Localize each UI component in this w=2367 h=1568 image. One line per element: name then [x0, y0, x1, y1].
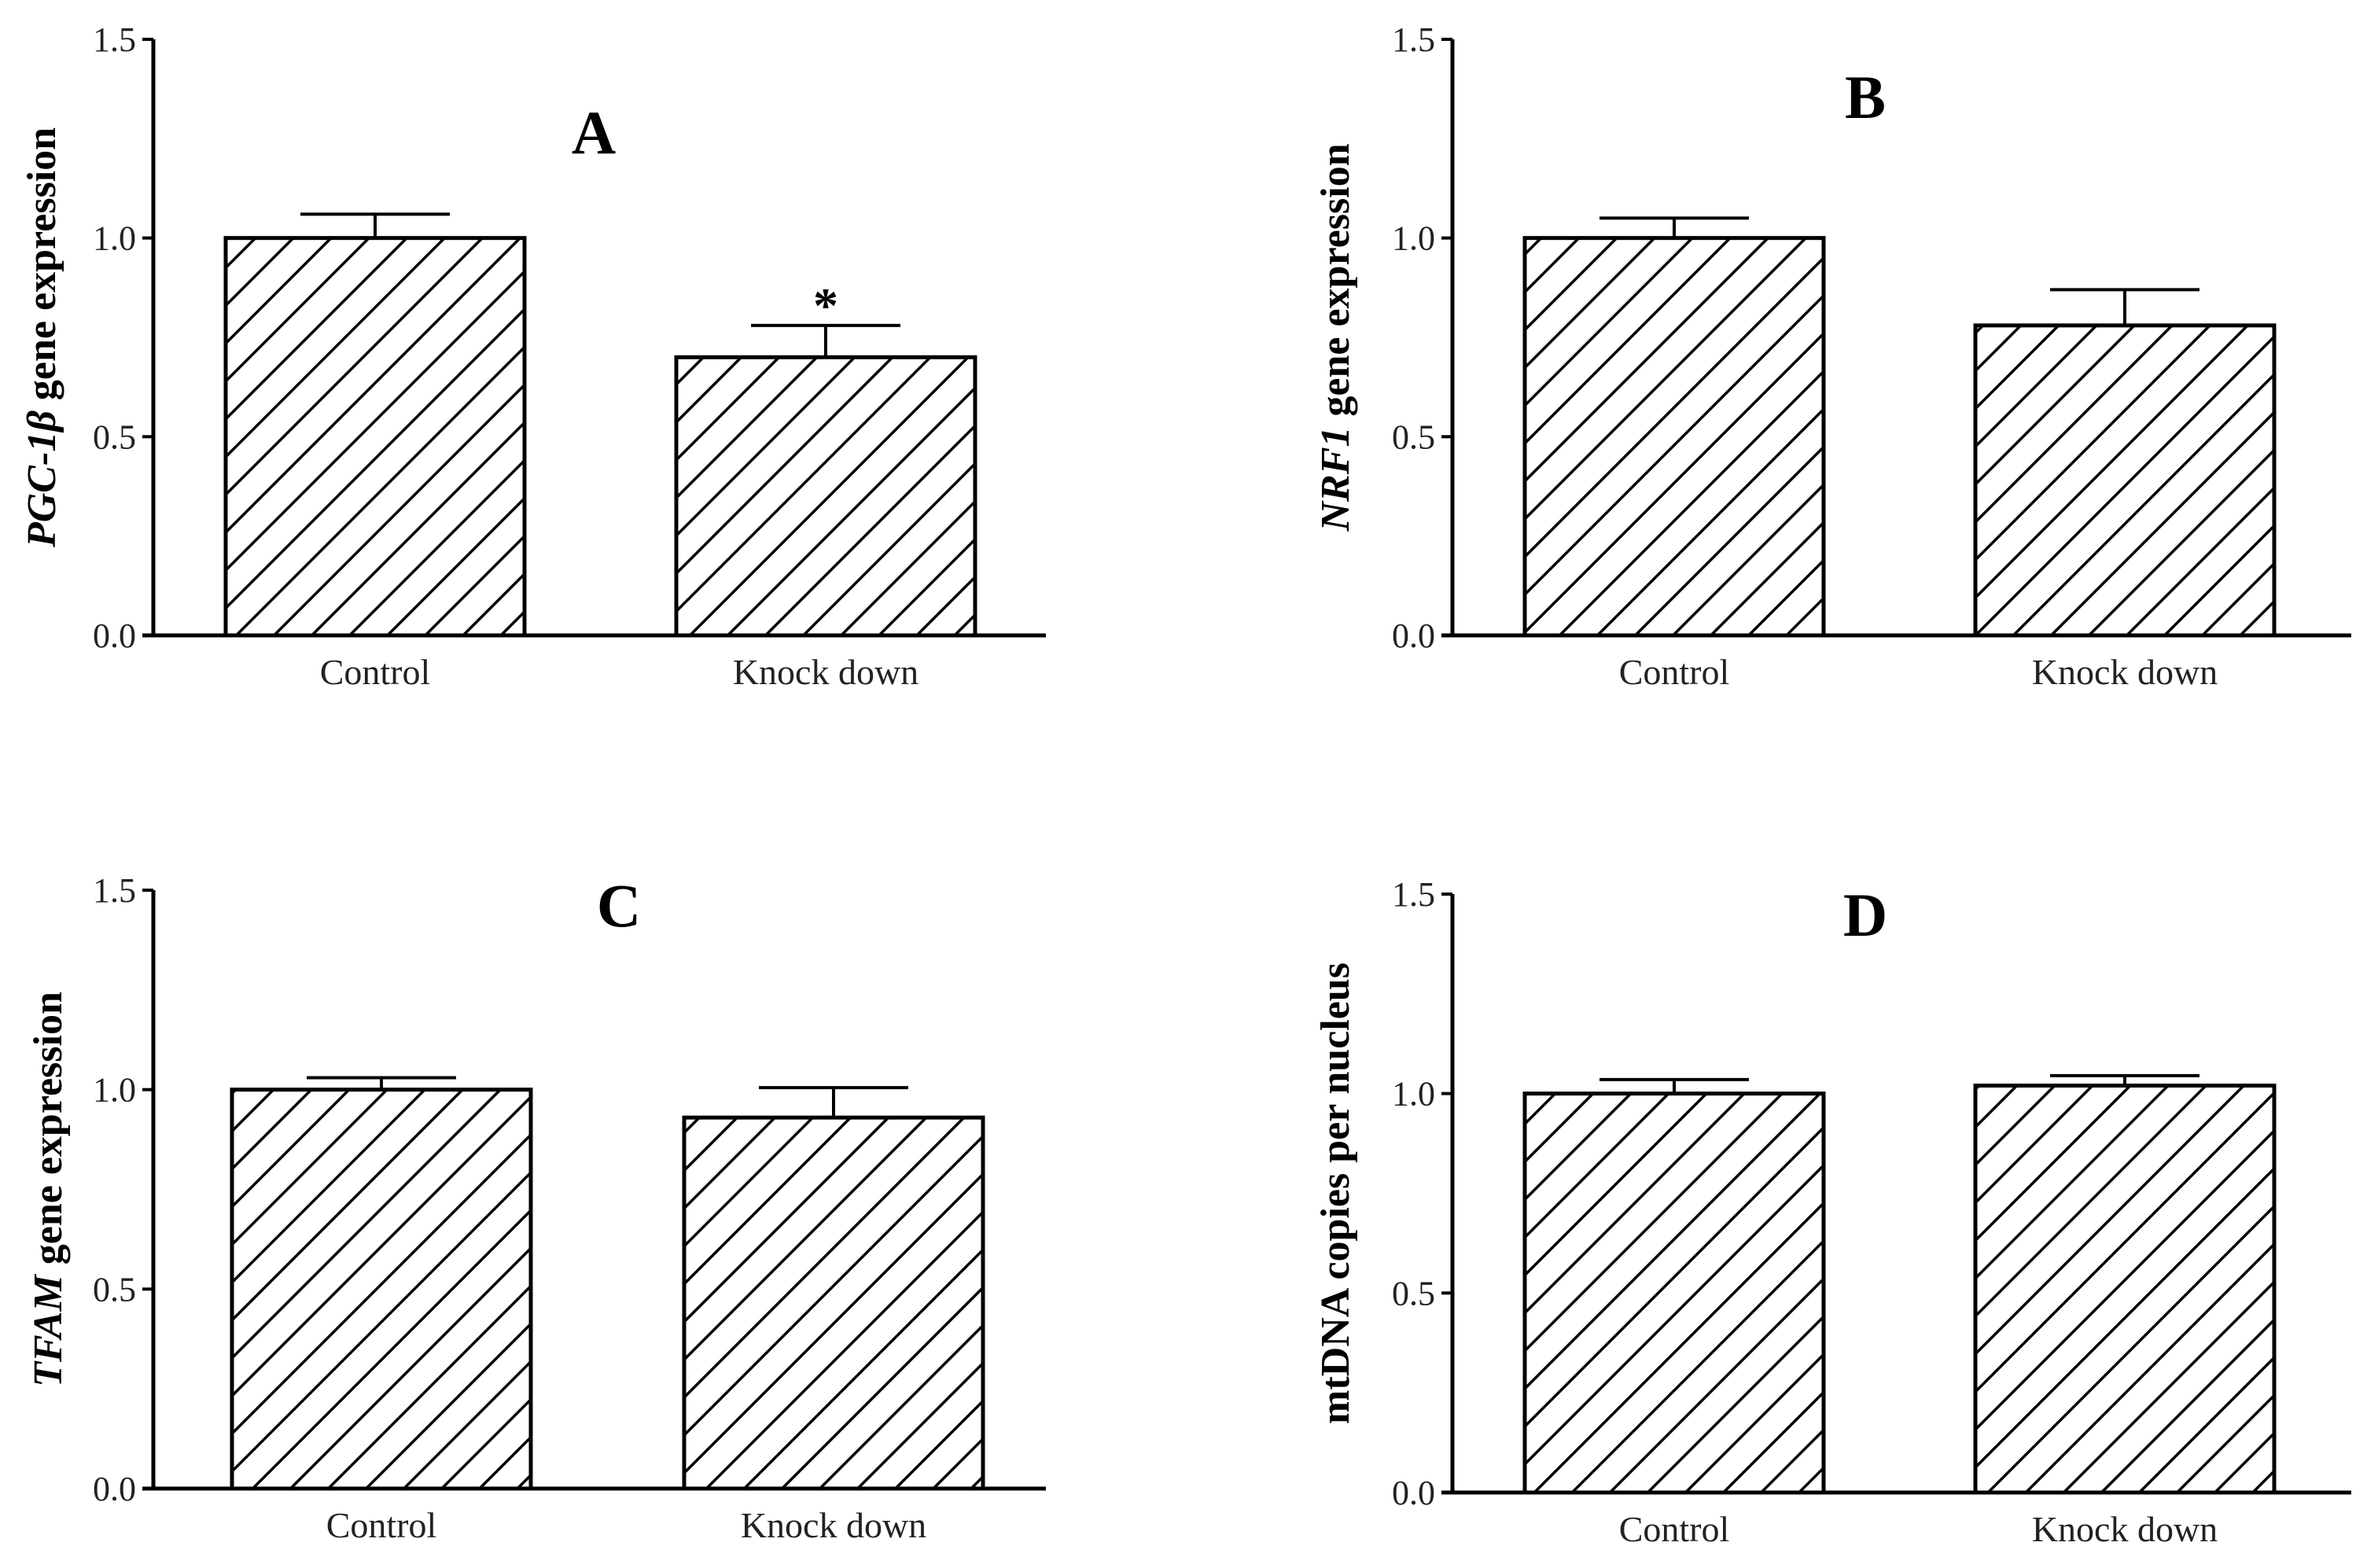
significance-marker: *: [813, 278, 838, 333]
y-axis-title-gene: NRF1: [1313, 427, 1358, 532]
y-tick-label: 0.5: [1392, 1274, 1435, 1312]
bar-control: [1522, 236, 1826, 638]
y-axis-title-text: gene expression: [1313, 143, 1358, 426]
y-axis-title-text: mtDNA copies per nucleus: [1313, 963, 1358, 1424]
panel-letter: C: [597, 871, 641, 940]
bar-knock-down: [682, 1115, 985, 1491]
y-tick-label: 1.0: [1392, 219, 1435, 258]
panel-letter: B: [1845, 63, 1886, 131]
bar-knock-down: [1973, 1084, 2277, 1495]
y-axis-title-text: gene expression: [20, 127, 64, 410]
y-axis-title: PGC-1β gene expression: [20, 127, 64, 548]
chart-panel-b: 0.0 0.5 1.0 1.5 Control Knock down B NRF1 gene …: [1313, 20, 2351, 692]
y-tick-label: 0.0: [93, 1470, 136, 1508]
x-tick-label: Control: [320, 652, 431, 692]
x-tick-label: Knock down: [741, 1505, 926, 1545]
bar-control: [230, 1088, 533, 1491]
y-tick-label: 0.5: [1392, 418, 1435, 456]
panel-letter: D: [1843, 881, 1887, 949]
bar-control: [1522, 1091, 1826, 1495]
y-tick-label: 0.5: [93, 418, 136, 456]
x-tick-label: Control: [1619, 652, 1730, 692]
bar-knock-down: [674, 355, 977, 638]
y-tick-label: 0.5: [93, 1270, 136, 1309]
bar-knock-down: [1973, 323, 2277, 638]
x-tick-label: Knock down: [2032, 1509, 2218, 1549]
y-tick-label: 0.0: [93, 617, 136, 655]
y-tick-label: 1.0: [93, 1071, 136, 1110]
y-axis-title: NRF1 gene expression: [1313, 143, 1358, 532]
y-tick-label: 0.0: [1392, 617, 1435, 655]
x-tick-label: Control: [1619, 1509, 1730, 1549]
y-axis-title-text: gene expression: [26, 992, 71, 1275]
x-tick-label: Knock down: [733, 652, 918, 692]
y-axis-title-gene: PGC-1β: [20, 410, 64, 548]
y-tick-label: 1.5: [1392, 875, 1435, 914]
chart-panel-a: 0.0 0.5 1.0 1.5 Control Knock down * A PGC-1β ge…: [20, 20, 1046, 692]
panel-letter: A: [572, 98, 616, 167]
x-tick-label: Control: [326, 1505, 437, 1545]
y-axis-title: TFAM gene expression: [26, 992, 71, 1387]
y-tick-label: 1.5: [93, 20, 136, 59]
chart-panel-c: 0.0 0.5 1.0 1.5 Control Knock down C TFAM gene …: [26, 871, 1046, 1545]
y-tick-label: 0.0: [1392, 1474, 1435, 1512]
y-tick-label: 1.5: [93, 871, 136, 910]
y-tick-label: 1.0: [93, 219, 136, 258]
y-tick-label: 1.5: [1392, 20, 1435, 59]
y-tick-label: 1.0: [1392, 1075, 1435, 1113]
bar-control: [223, 236, 527, 638]
x-tick-label: Knock down: [2032, 652, 2218, 692]
y-axis-title: mtDNA copies per nucleus: [1313, 963, 1358, 1424]
y-axis-title-gene: TFAM: [26, 1274, 71, 1387]
